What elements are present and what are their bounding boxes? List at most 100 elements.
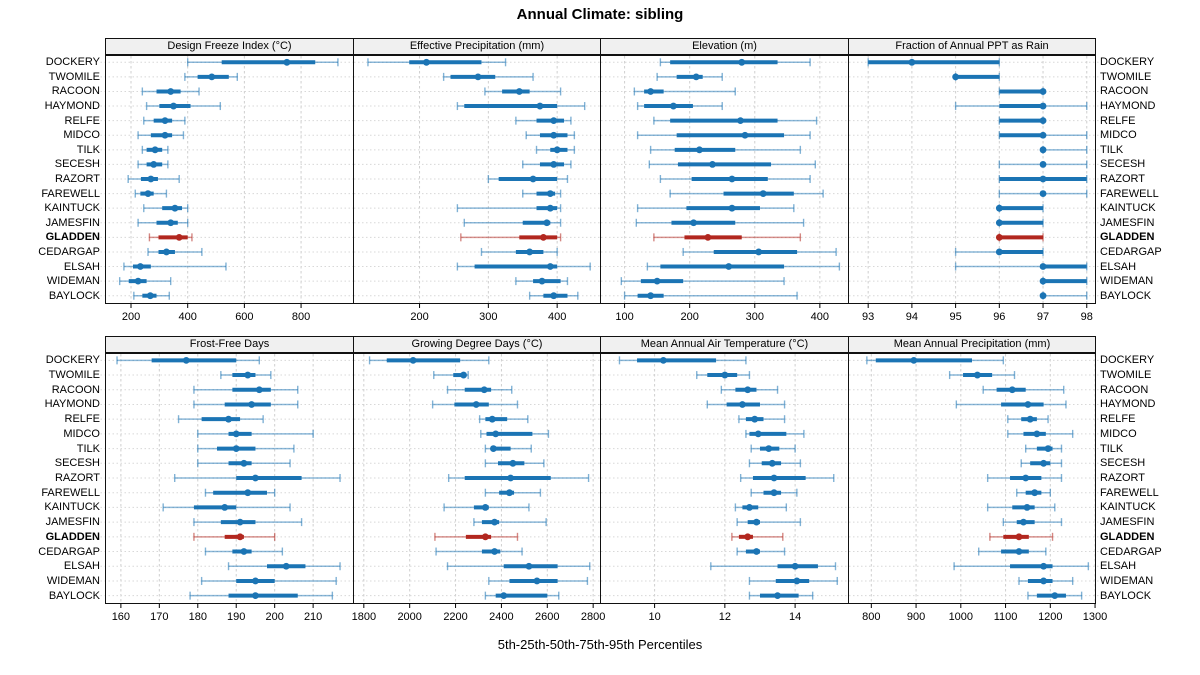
station-series-racoon — [720, 385, 779, 394]
station-label-left-midco: MIDCO — [63, 427, 100, 440]
tick-label: 2400 — [489, 611, 513, 623]
median-dot — [725, 263, 733, 270]
tick-label: 160 — [112, 611, 130, 623]
median-dot — [670, 102, 677, 110]
station-series-elsah — [456, 262, 591, 271]
station-series-wideman — [620, 277, 785, 286]
tick-label: 2800 — [581, 611, 605, 623]
median-dot — [1039, 102, 1047, 110]
station-series-racoon — [141, 87, 200, 96]
station-label-right-secesh: SECESH — [1100, 457, 1146, 470]
median-dot — [737, 117, 744, 125]
median-dot — [973, 371, 981, 379]
median-dot — [536, 102, 544, 110]
station-series-elsah — [227, 562, 341, 571]
station-series-tilk — [484, 444, 532, 453]
tick-label: 200 — [265, 611, 283, 623]
tick-label: 1200 — [1038, 611, 1062, 623]
station-series-twomile — [220, 371, 272, 380]
median-dot — [500, 592, 508, 600]
station-series-midco — [636, 131, 811, 140]
median-dot — [738, 58, 746, 66]
median-dot — [728, 175, 736, 183]
station-series-wideman — [488, 576, 589, 585]
median-dot — [1044, 445, 1052, 452]
station-label-right-dockery: DOCKERY — [1100, 354, 1155, 367]
median-dot — [481, 504, 489, 511]
median-dot — [709, 161, 716, 168]
station-series-kaintuck — [143, 204, 189, 213]
panel-header-elevation: Elevation (m) — [600, 38, 849, 55]
panel-plot-elevation-m: 100 200 300 400 — [600, 55, 849, 323]
station-series-jamesfin — [736, 518, 802, 527]
station-series-razort — [986, 474, 1063, 482]
station-series-wideman — [118, 277, 172, 286]
median-dot — [529, 175, 537, 183]
median-dot — [550, 292, 558, 300]
station-series-midco — [745, 429, 805, 438]
station-series-haymond — [193, 400, 299, 409]
median-dot — [481, 533, 489, 541]
station-label-right-tilk: TILK — [1100, 442, 1124, 455]
median-dot — [910, 356, 918, 364]
median-dot — [506, 489, 513, 497]
station-series-jamesfin — [995, 218, 1044, 227]
station-label-left-gladden: GLADDEN — [45, 231, 100, 244]
median-dot — [746, 504, 753, 511]
median-dot — [759, 190, 767, 197]
station-series-farewell — [522, 189, 562, 198]
station-label-right-farewell: FAREWELL — [1100, 486, 1159, 499]
median-dot — [252, 577, 259, 585]
station-series-dockery — [367, 58, 507, 67]
median-dot — [232, 445, 240, 452]
station-label-left-racoon: RACOON — [51, 383, 100, 396]
station-label-left-wideman: WIDEMAN — [46, 275, 100, 288]
station-series-tilk — [750, 444, 796, 453]
station-series-secesh — [137, 160, 169, 169]
station-label-left-midco: MIDCO — [63, 129, 100, 142]
station-series-midco — [998, 131, 1088, 140]
station-series-gladden — [989, 532, 1054, 541]
station-series-tilk — [141, 145, 169, 154]
station-label-left-tilk: TILK — [76, 143, 100, 156]
station-label-right-razort: RAZORT — [1100, 472, 1146, 484]
median-dot — [1039, 190, 1047, 197]
station-series-cedargap — [435, 547, 523, 556]
median-dot — [1015, 548, 1023, 555]
tick-label: 2600 — [535, 611, 559, 623]
tick-label: 400 — [548, 311, 566, 323]
station-label-right-dockery: DOCKERY — [1100, 56, 1155, 69]
station-series-gladden — [460, 233, 562, 242]
station-label-left-secesh: SECESH — [54, 158, 100, 171]
station-label-right-farewell: FAREWELL — [1100, 187, 1159, 200]
station-series-dockery — [659, 58, 811, 67]
median-dot — [908, 58, 916, 66]
station-series-tilk — [1039, 145, 1088, 154]
median-dot — [1020, 518, 1027, 526]
median-dot — [252, 474, 259, 482]
median-dot — [423, 58, 430, 66]
station-series-racoon — [998, 87, 1047, 96]
median-dot — [221, 504, 229, 511]
station-series-gladden — [731, 532, 784, 541]
station-label-left-gladden: GLADDEN — [45, 530, 100, 543]
tick-label: 96 — [993, 311, 1005, 323]
median-dot — [472, 401, 480, 408]
median-dot — [728, 204, 736, 212]
station-series-relfe — [653, 116, 818, 125]
median-dot — [515, 88, 523, 95]
station-label-right-relfe: RELFE — [1100, 114, 1136, 127]
station-series-haymond — [636, 102, 723, 111]
median-dot — [525, 562, 533, 570]
median-dot — [765, 445, 773, 452]
station-label-left-racoon: RACOON — [51, 85, 100, 98]
median-dot — [170, 102, 177, 110]
panel-header-fraction-ppt-as-rain: Fraction of Annual PPT as Rain — [848, 38, 1096, 55]
station-label-right-baylock: BAYLOCK — [1100, 589, 1152, 602]
median-dot — [136, 263, 144, 270]
median-dot — [240, 548, 248, 555]
tick-label: 95 — [949, 311, 961, 323]
panel-header-mean-annual-precipitation: Mean Annual Precipitation (mm) — [848, 336, 1096, 353]
station-label-right-racoon: RACOON — [1100, 85, 1149, 98]
panel-header-mean-annual-air-temperature: Mean Annual Air Temperature (°C) — [600, 336, 849, 353]
